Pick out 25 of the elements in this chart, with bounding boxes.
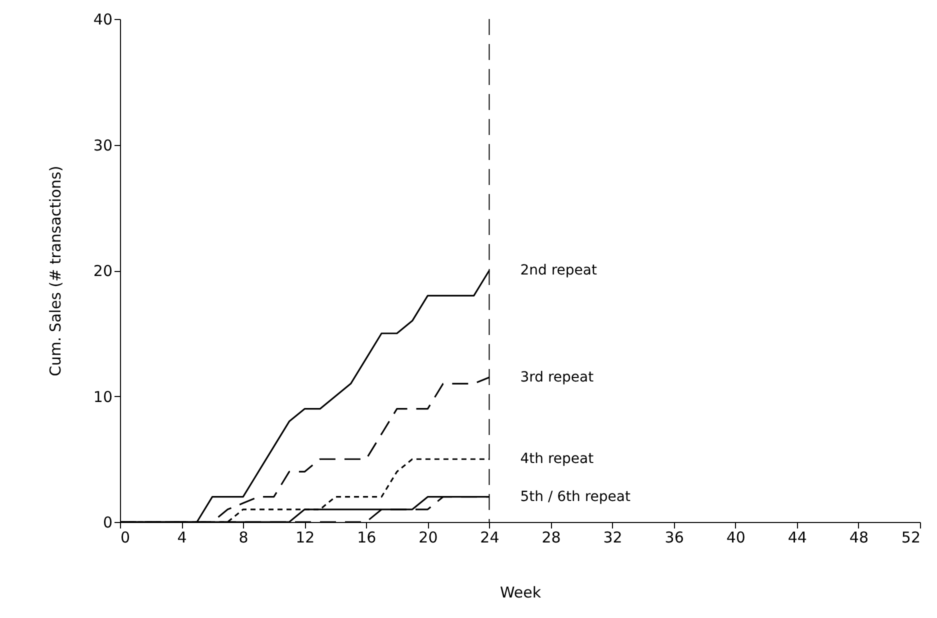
x-tick-label: 20	[418, 528, 438, 546]
y-tick-label: 0	[102, 514, 112, 532]
x-tick-label: 36	[664, 528, 684, 546]
x-tick-label: 0	[120, 528, 130, 546]
y-tick-label: 30	[93, 136, 112, 154]
x-tick-label: 12	[296, 528, 315, 546]
y-axis-title: Cum. Sales (# transactions)	[46, 166, 64, 376]
x-tick-label: 32	[603, 528, 622, 546]
y-tick-label: 20	[93, 262, 112, 280]
x-tick-label: 16	[357, 528, 376, 546]
x-tick-label: 28	[542, 528, 561, 546]
x-tick-label: 4	[177, 528, 187, 546]
text: 3rd repeat	[520, 369, 594, 386]
x-tick-label: 8	[238, 528, 248, 546]
x-tick-label: 40	[726, 528, 746, 546]
x-tick-label: 44	[788, 528, 807, 546]
y-tick-label: 40	[93, 10, 112, 28]
text: 4th repeat	[520, 451, 594, 468]
annotation: 5th / 6th repeat	[520, 488, 631, 505]
x-tick-label: 52	[901, 528, 920, 546]
x-tick-label: 48	[849, 528, 869, 546]
y-tick-label: 10	[93, 388, 112, 406]
x-axis-title: Week	[500, 584, 542, 602]
x-tick-label: 24	[480, 528, 500, 546]
text: 2nd repeat	[520, 262, 598, 278]
